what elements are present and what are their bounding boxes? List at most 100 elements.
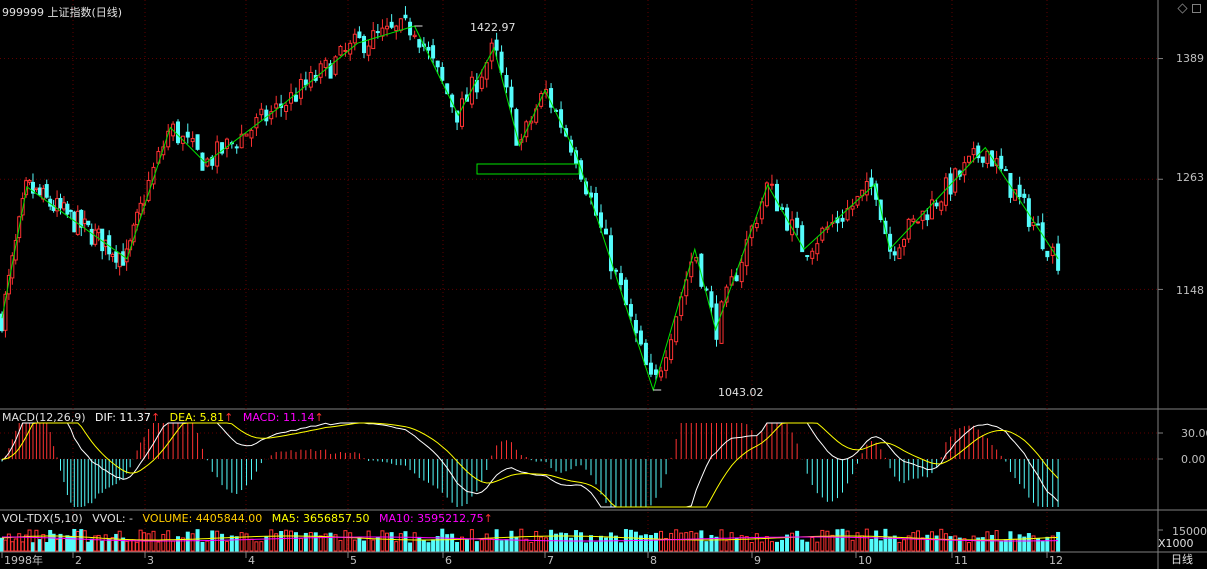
volume-tick-15000: 15000 [1172, 525, 1207, 538]
volume-bar [435, 536, 440, 552]
candle-body [795, 217, 800, 228]
candle-body [117, 253, 122, 268]
candle-body [925, 214, 930, 221]
volume-bar [524, 538, 529, 552]
volume-bar [114, 533, 119, 552]
volume-bar [412, 532, 417, 552]
price-tick-1389: 1389 [1176, 52, 1204, 65]
volume-bar [264, 536, 269, 552]
candle-body [714, 303, 719, 340]
volume-bar [58, 533, 63, 552]
volume-bar [318, 535, 323, 552]
volume-bar [800, 539, 805, 552]
candle-body [499, 51, 504, 73]
volume-bar [883, 528, 888, 552]
candle-body [259, 108, 264, 116]
volume-bar [990, 534, 995, 552]
volume-bar [161, 533, 166, 552]
volume-bar [426, 542, 431, 552]
candle-body [1045, 250, 1050, 258]
candle-body [774, 183, 779, 212]
volume-bar [284, 529, 289, 552]
volume-bar [100, 540, 105, 552]
volume-bar [343, 530, 348, 552]
volume-bar [509, 530, 514, 552]
volume-bar [61, 537, 66, 552]
volume-bar [805, 541, 810, 552]
volume-bar [274, 533, 279, 552]
candle-body [352, 33, 357, 44]
volume-bar [142, 532, 147, 552]
volume-bar [445, 534, 450, 552]
volume-bar [293, 532, 298, 552]
volume-bar [303, 532, 308, 552]
candle-body [514, 109, 519, 146]
volume-bar [855, 532, 860, 552]
volume-bar [180, 537, 185, 552]
candle-body [916, 221, 921, 224]
candle-body [549, 88, 554, 108]
macd-dea: DEA: 5.81 [169, 411, 225, 424]
month-label: 2 [75, 554, 82, 567]
volume-bar [224, 540, 229, 552]
volume-bar [739, 535, 744, 552]
candle-body [403, 14, 408, 19]
volume-bar [598, 535, 603, 552]
candle-body [440, 66, 445, 81]
volume-bar [484, 533, 489, 552]
volume-bar [906, 535, 911, 552]
candle-body [274, 103, 279, 109]
candle-body [897, 247, 902, 260]
candle-body [142, 203, 147, 206]
candle-body [318, 63, 323, 78]
volume-bar [44, 542, 49, 552]
candle-body [210, 156, 215, 166]
volume-bar [967, 542, 972, 552]
macd-name: MACD(12,26,9) [2, 411, 86, 424]
volume-bar [375, 537, 380, 552]
volume-bar [815, 541, 820, 552]
candle-body [426, 46, 431, 51]
candle-body [362, 36, 367, 54]
volume-bar [403, 531, 408, 552]
volume-bar [539, 536, 544, 552]
volume-bar [3, 539, 8, 552]
volume-bar [474, 541, 479, 552]
volume-bar [689, 531, 694, 552]
candle-body [58, 197, 63, 209]
volume-bar [41, 534, 46, 552]
candle-body [254, 117, 259, 129]
volume-bar [408, 542, 413, 552]
candle-body [244, 133, 249, 137]
volume-bar [544, 537, 549, 552]
candle-body [874, 183, 879, 200]
candle-body [10, 255, 15, 279]
volume-bar [175, 536, 180, 552]
candle-body [151, 166, 156, 185]
volume-bar [795, 530, 800, 552]
candle-body [845, 208, 850, 221]
month-label: 5 [350, 554, 357, 567]
volume-bar [719, 529, 724, 552]
volume-bar [916, 530, 921, 552]
volume-bar [648, 535, 653, 552]
candle-body [431, 45, 436, 59]
volume-bar [131, 539, 136, 552]
volume-bar [450, 533, 455, 552]
volume-value: VOLUME: 4405844.00 [142, 512, 263, 525]
candle-body [303, 79, 308, 86]
volume-bar [34, 529, 39, 552]
volume-bar [704, 541, 709, 552]
maximize-icon[interactable] [1192, 4, 1201, 13]
volume-bar [1026, 533, 1031, 552]
candle-body [293, 94, 298, 102]
volume-bar [769, 541, 774, 552]
chart-title: 999999 上证指数(日线) [2, 6, 123, 19]
candle-body [719, 301, 724, 344]
volume-bar [494, 529, 499, 552]
period-button[interactable]: 日线 [1171, 553, 1193, 566]
candle-body [61, 202, 66, 210]
candle-body [664, 357, 669, 371]
candle-body [709, 291, 714, 308]
volume-bar [790, 532, 795, 552]
